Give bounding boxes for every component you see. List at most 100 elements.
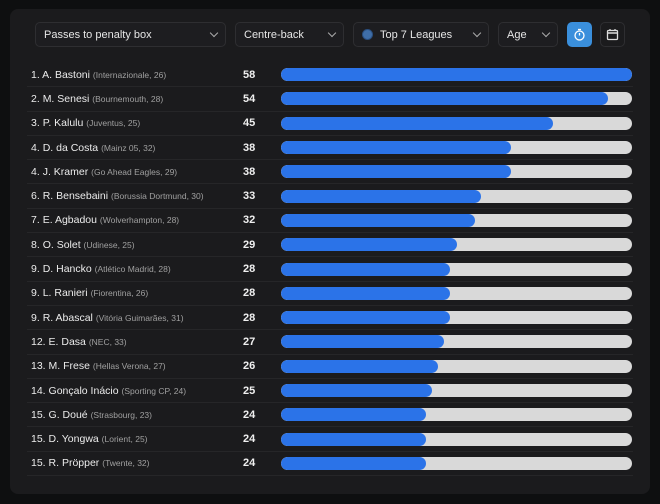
ranking-row[interactable]: 9. R. Abascal (Vitória Guimarães, 31) 28 xyxy=(27,306,633,331)
player-detail: (Go Ahead Eagles, 29) xyxy=(91,166,178,177)
rank: 15. xyxy=(31,457,46,470)
player-label: M. Frese xyxy=(48,360,90,373)
player-name: 15. G. Doué (Strasbourg, 23) xyxy=(31,409,152,421)
rank: 14. xyxy=(31,384,46,397)
player-label: R. Pröpper xyxy=(48,457,100,470)
season-calendar-button[interactable] xyxy=(600,22,625,47)
stat-bar-fill xyxy=(281,335,445,349)
player-detail: (Fiorentina, 26) xyxy=(90,288,149,299)
ranking-row[interactable]: 12. E. Dasa (NEC, 33) 27 xyxy=(27,330,633,355)
stat-bar-track xyxy=(281,189,632,203)
player-label: G. Doué xyxy=(48,408,88,421)
player-detail: (Twente, 32) xyxy=(102,458,150,469)
stat-bar-track xyxy=(281,408,632,422)
position-select-value: Centre-back xyxy=(244,28,304,41)
stat-bar-fill xyxy=(281,286,451,300)
rank: 8. xyxy=(31,238,40,251)
player-label: J. Kramer xyxy=(42,165,89,178)
player-label: R. Abascal xyxy=(42,311,93,324)
player-name: 12. E. Dasa (NEC, 33) xyxy=(31,336,127,348)
ranking-row[interactable]: 2. M. Senesi (Bournemouth, 28) 54 xyxy=(27,87,633,112)
stat-value: 28 xyxy=(243,263,256,276)
ranking-row[interactable]: 13. M. Frese (Hellas Verona, 27) 26 xyxy=(27,355,633,379)
stat-bar-fill xyxy=(281,213,475,227)
stat-value: 38 xyxy=(243,165,256,178)
stat-bar-track xyxy=(281,335,632,349)
player-label: P. Kalulu xyxy=(42,117,84,130)
stat-value: 24 xyxy=(243,457,256,470)
player-name: 15. D. Yongwa (Lorient, 25) xyxy=(31,433,148,445)
stat-bar-track xyxy=(281,286,632,300)
per-90-toggle-button[interactable] xyxy=(567,22,592,47)
rank: 7. xyxy=(31,214,40,227)
player-detail: (Udinese, 25) xyxy=(83,239,135,250)
ranking-row[interactable]: 14. Gonçalo Inácio (Sporting CP, 24) 25 xyxy=(27,379,633,404)
stat-bar-track xyxy=(281,456,632,470)
ranking-row[interactable]: 8. O. Solet (Udinese, 25) 29 xyxy=(27,233,633,258)
rank: 9. xyxy=(31,263,40,276)
rank: 4. xyxy=(31,165,40,178)
stat-bar-track xyxy=(281,311,632,325)
stat-bar-fill xyxy=(281,311,451,325)
player-name: 8. O. Solet (Udinese, 25) xyxy=(31,239,135,251)
player-detail: (Internazionale, 26) xyxy=(92,69,167,80)
stat-value: 28 xyxy=(243,287,256,300)
player-name: 14. Gonçalo Inácio (Sporting CP, 24) xyxy=(31,385,186,397)
ranking-row[interactable]: 7. E. Agbadou (Wolverhampton, 28) 32 xyxy=(27,209,633,234)
player-detail: (Borussia Dortmund, 30) xyxy=(110,191,204,202)
stat-value: 26 xyxy=(243,360,256,373)
stat-value: 32 xyxy=(243,214,256,227)
globe-icon xyxy=(362,29,373,40)
chevron-down-icon xyxy=(327,28,337,38)
stat-bar-fill xyxy=(281,189,481,203)
ranking-row[interactable]: 1. A. Bastoni (Internazionale, 26) 58 xyxy=(27,63,633,88)
rank: 1. xyxy=(31,68,40,81)
ranking-row[interactable]: 4. J. Kramer (Go Ahead Eagles, 29) 38 xyxy=(27,160,633,185)
stat-bar-fill xyxy=(281,238,457,252)
metric-select-value: Passes to penalty box xyxy=(44,28,152,41)
stat-bar-track xyxy=(281,141,632,155)
chevron-down-icon xyxy=(209,28,219,38)
player-name: 4. J. Kramer (Go Ahead Eagles, 29) xyxy=(31,166,177,178)
rank: 4. xyxy=(31,141,40,154)
ranking-row[interactable]: 6. R. Bensebaini (Borussia Dortmund, 30)… xyxy=(27,184,633,209)
stat-bar-track xyxy=(281,116,632,130)
ranking-row[interactable]: 9. D. Hancko (Atlético Madrid, 28) 28 xyxy=(27,257,633,282)
rank: 3. xyxy=(31,117,40,130)
player-label: O. Solet xyxy=(42,238,81,251)
player-label: Gonçalo Inácio xyxy=(48,384,119,397)
stat-value: 58 xyxy=(243,68,256,81)
ranking-row[interactable]: 15. G. Doué (Strasbourg, 23) 24 xyxy=(27,403,633,428)
ranking-row[interactable]: 3. P. Kalulu (Juventus, 25) 45 xyxy=(27,112,633,136)
player-label: D. da Costa xyxy=(42,141,99,154)
player-label: A. Bastoni xyxy=(42,68,90,81)
player-label: E. Dasa xyxy=(48,335,86,348)
stat-value: 29 xyxy=(243,238,256,251)
age-select[interactable]: Age xyxy=(498,22,558,47)
stat-value: 45 xyxy=(243,117,256,130)
league-select[interactable]: Top 7 Leagues xyxy=(353,22,489,47)
chevron-down-icon xyxy=(541,28,551,38)
ranking-row[interactable]: 15. D. Yongwa (Lorient, 25) 24 xyxy=(27,427,633,452)
chevron-down-icon xyxy=(472,28,482,38)
ranking-row[interactable]: 15. R. Pröpper (Twente, 32) 24 xyxy=(27,452,633,477)
player-detail: (Atlético Madrid, 28) xyxy=(94,264,171,275)
stat-bar-fill xyxy=(281,384,433,397)
ranking-row[interactable]: 4. D. da Costa (Mainz 05, 32) 38 xyxy=(27,136,633,161)
stat-bar-track xyxy=(281,92,632,106)
stat-value: 24 xyxy=(243,433,256,446)
metric-select[interactable]: Passes to penalty box xyxy=(35,22,226,47)
stat-bar-fill xyxy=(281,116,554,130)
stat-bar-fill xyxy=(281,165,511,179)
player-label: M. Senesi xyxy=(42,92,90,105)
age-select-value: Age xyxy=(507,28,527,41)
player-name: 15. R. Pröpper (Twente, 32) xyxy=(31,457,149,469)
stat-value: 24 xyxy=(243,408,256,421)
ranking-row[interactable]: 9. L. Ranieri (Fiorentina, 26) 28 xyxy=(27,282,633,306)
player-detail: (Sporting CP, 24) xyxy=(121,385,187,396)
stat-bar-fill xyxy=(281,456,427,470)
player-label: E. Agbadou xyxy=(42,214,97,227)
rank: 15. xyxy=(31,433,46,446)
stopwatch-icon xyxy=(574,28,585,41)
position-select[interactable]: Centre-back xyxy=(235,22,344,47)
